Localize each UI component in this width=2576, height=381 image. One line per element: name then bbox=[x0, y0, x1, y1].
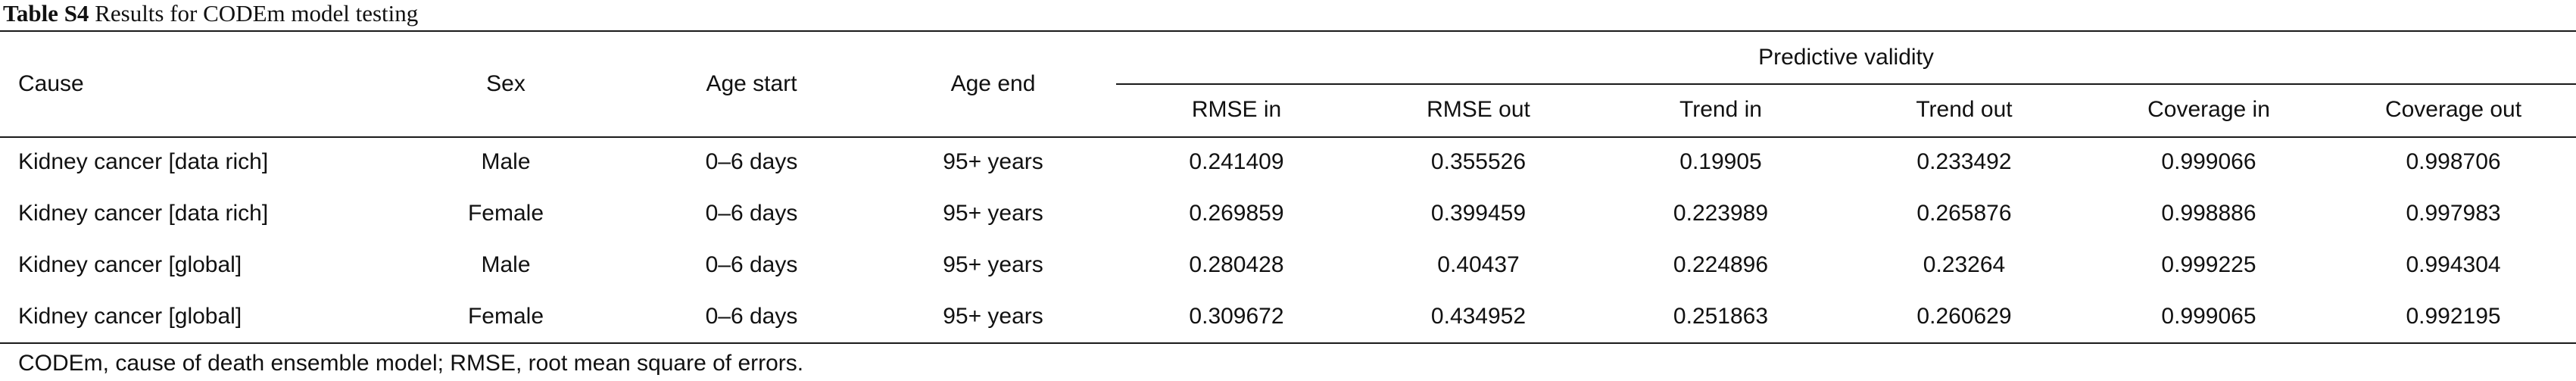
cell-rmse-in: 0.309672 bbox=[1189, 304, 1284, 329]
cell-rmse-out: 0.399459 bbox=[1430, 201, 1527, 226]
table-footnote: CODEm, cause of death ensemble model; RM… bbox=[18, 351, 804, 376]
table-bottom-rule bbox=[0, 342, 2576, 344]
cell-trend-out: 0.233492 bbox=[1916, 149, 2012, 174]
cell-trend-in: 0.19905 bbox=[1679, 149, 1762, 174]
table-row: Kidney cancer [global] Male 0–6 days 95+… bbox=[0, 239, 2576, 291]
cell-cause: Kidney cancer [data rich] bbox=[18, 201, 269, 226]
cell-coverage-in: 0.999066 bbox=[2161, 149, 2256, 174]
cell-sex: Male bbox=[481, 252, 531, 277]
cell-rmse-out: 0.434952 bbox=[1430, 304, 1527, 329]
cell-coverage-out: 0.998706 bbox=[2406, 149, 2501, 174]
cell-coverage-out: 0.994304 bbox=[2406, 252, 2501, 277]
header-coverage-out: Coverage out bbox=[2384, 97, 2522, 122]
cell-age-start: 0–6 days bbox=[705, 201, 798, 226]
header-predictive-validity: Predictive validity bbox=[1758, 45, 1934, 70]
cell-age-end: 95+ years bbox=[943, 149, 1043, 174]
cell-cause: Kidney cancer [global] bbox=[18, 252, 242, 277]
cell-coverage-out: 0.992195 bbox=[2406, 304, 2501, 329]
header-age-end: Age end bbox=[950, 71, 1036, 96]
cell-coverage-in: 0.998886 bbox=[2161, 201, 2256, 226]
table-row: Kidney cancer [data rich] Male 0–6 days … bbox=[0, 136, 2576, 188]
header-rmse-in: RMSE in bbox=[1191, 97, 1282, 122]
cell-coverage-in: 0.999225 bbox=[2161, 252, 2256, 277]
table-top-rule bbox=[0, 30, 2576, 32]
cell-age-end: 95+ years bbox=[943, 304, 1043, 329]
cell-sex: Male bbox=[481, 149, 531, 174]
table-row: Kidney cancer [data rich] Female 0–6 day… bbox=[0, 188, 2576, 239]
header-sex: Sex bbox=[486, 71, 525, 96]
cell-cause: Kidney cancer [data rich] bbox=[18, 149, 269, 174]
table-caption: Table S4 Results for CODEm model testing bbox=[3, 0, 418, 29]
header-trend-in: Trend in bbox=[1679, 97, 1762, 122]
group-header-rule bbox=[1116, 83, 2576, 85]
cell-rmse-in: 0.241409 bbox=[1189, 149, 1284, 174]
cell-sex: Female bbox=[467, 304, 544, 329]
cell-age-start: 0–6 days bbox=[705, 149, 798, 174]
cell-age-end: 95+ years bbox=[943, 201, 1043, 226]
results-table: Cause Sex Age start Age end Predictive v… bbox=[0, 32, 2576, 342]
cell-trend-out: 0.265876 bbox=[1916, 201, 2012, 226]
cell-rmse-in: 0.269859 bbox=[1189, 201, 1284, 226]
table-caption-text: Results for CODEm model testing bbox=[95, 0, 419, 27]
cell-rmse-in: 0.280428 bbox=[1189, 252, 1284, 277]
cell-rmse-out: 0.355526 bbox=[1430, 149, 1527, 174]
header-trend-out: Trend out bbox=[1916, 97, 2013, 122]
cell-trend-in: 0.251863 bbox=[1673, 304, 1769, 329]
cell-trend-in: 0.223989 bbox=[1673, 201, 1769, 226]
cell-sex: Female bbox=[467, 201, 544, 226]
header-bottom-rule bbox=[0, 136, 2576, 138]
header-rmse-out: RMSE out bbox=[1427, 97, 1530, 122]
cell-coverage-in: 0.999065 bbox=[2161, 304, 2256, 329]
cell-age-start: 0–6 days bbox=[705, 252, 798, 277]
table-row: Kidney cancer [global] Female 0–6 days 9… bbox=[0, 291, 2576, 342]
cell-age-start: 0–6 days bbox=[705, 304, 798, 329]
cell-trend-out: 0.260629 bbox=[1916, 304, 2012, 329]
cell-trend-in: 0.224896 bbox=[1673, 252, 1769, 277]
cell-coverage-out: 0.997983 bbox=[2406, 201, 2501, 226]
header-cause: Cause bbox=[18, 71, 84, 96]
cell-age-end: 95+ years bbox=[943, 252, 1043, 277]
header-coverage-in: Coverage in bbox=[2147, 97, 2270, 122]
cell-rmse-out: 0.40437 bbox=[1437, 252, 1520, 277]
cell-cause: Kidney cancer [global] bbox=[18, 304, 242, 329]
cell-trend-out: 0.23264 bbox=[1923, 252, 2006, 277]
table-caption-label: Table S4 bbox=[3, 0, 89, 27]
header-age-start: Age start bbox=[706, 71, 797, 96]
